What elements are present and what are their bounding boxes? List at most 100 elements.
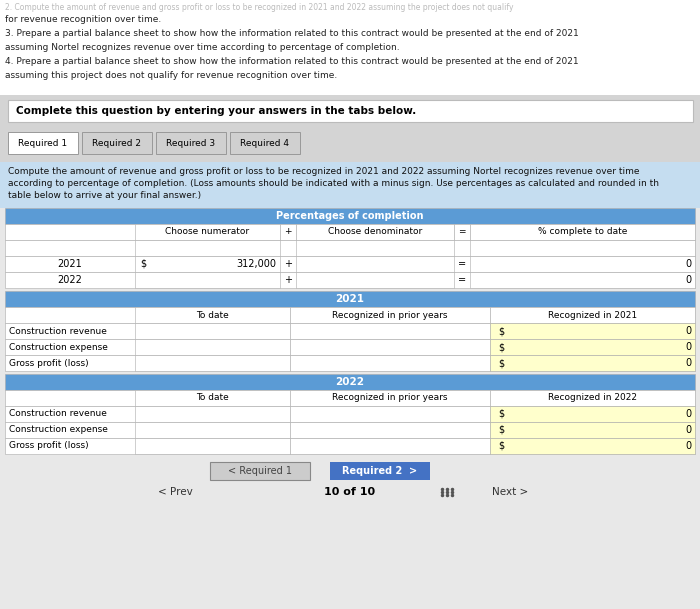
Bar [490,307,695,323]
Bar [490,355,695,371]
Bar [5,374,695,390]
Text: Recognized in 2022: Recognized in 2022 [548,393,637,403]
Text: Gross profit (loss): Gross profit (loss) [9,359,89,367]
Bar [0,95,700,128]
Bar [5,256,695,272]
Bar [296,224,454,240]
Bar [82,132,152,154]
Bar [5,323,695,339]
Text: 0: 0 [685,342,691,352]
Text: Required 3: Required 3 [167,138,216,147]
Bar [470,240,695,256]
Text: +: + [284,259,292,269]
Bar [5,339,695,355]
Bar [296,272,454,288]
Bar [290,438,490,454]
Bar [470,272,695,288]
Bar [5,272,695,288]
Bar [490,323,695,339]
Text: Required 2: Required 2 [92,138,141,147]
Bar [5,224,695,240]
Text: Choose denominator: Choose denominator [328,228,422,236]
Bar [8,100,693,122]
Bar [5,438,695,454]
Bar [5,240,695,256]
Bar [135,323,290,339]
Text: $: $ [140,259,146,269]
Text: Compute the amount of revenue and gross profit or loss to be recognized in 2021 : Compute the amount of revenue and gross … [8,167,640,177]
Text: 2021: 2021 [335,294,365,304]
Text: table below to arrive at your final answer.): table below to arrive at your final answ… [8,191,201,200]
Text: Construction expense: Construction expense [9,342,108,351]
Bar [135,422,290,438]
Bar [490,438,695,454]
Text: Recognized in 2021: Recognized in 2021 [548,311,637,320]
Text: assuming this project does not qualify for revenue recognition over time.: assuming this project does not qualify f… [5,71,337,80]
Text: =: = [458,259,466,269]
Bar [296,240,454,256]
Text: 0: 0 [685,326,691,336]
Text: Recognized in prior years: Recognized in prior years [332,393,448,403]
Bar [470,256,695,272]
Bar [135,224,280,240]
Bar [135,355,290,371]
Bar [290,323,490,339]
Bar [330,462,430,480]
Text: 312,000: 312,000 [236,259,276,269]
Bar [5,355,695,371]
Text: 3. Prepare a partial balance sheet to show how the information related to this c: 3. Prepare a partial balance sheet to sh… [5,29,579,38]
Text: $: $ [498,358,504,368]
Text: Complete this question by entering your answers in the tabs below.: Complete this question by entering your … [16,106,416,116]
Text: $: $ [498,342,504,352]
Bar [5,208,695,224]
Text: Percentages of completion: Percentages of completion [276,211,424,221]
Bar [5,422,695,438]
Bar [135,307,290,323]
Text: < Required 1: < Required 1 [228,466,292,476]
Bar [290,422,490,438]
Text: Gross profit (loss): Gross profit (loss) [9,442,89,451]
Bar [135,256,280,272]
Text: 0: 0 [685,358,691,368]
Text: Construction revenue: Construction revenue [9,326,107,336]
Text: % complete to date: % complete to date [538,228,627,236]
Text: 2. Compute the amount of revenue and gross profit or loss to be recognized in 20: 2. Compute the amount of revenue and gro… [5,4,514,13]
Text: +: + [284,275,292,285]
Bar [490,422,695,438]
Text: Required 4: Required 4 [241,138,290,147]
Bar [290,406,490,422]
Bar [290,339,490,355]
Bar [8,132,78,154]
Text: Recognized in prior years: Recognized in prior years [332,311,448,320]
Bar [290,355,490,371]
Text: for revenue recognition over time.: for revenue recognition over time. [5,15,161,24]
Bar [210,462,310,480]
Bar [280,224,296,240]
Text: Construction revenue: Construction revenue [9,409,107,418]
Text: To date: To date [196,393,229,403]
Text: 0: 0 [685,275,691,285]
Text: 10 of 10: 10 of 10 [324,487,376,497]
Bar [454,224,470,240]
Bar [490,339,695,355]
Bar [135,240,280,256]
Text: Next >: Next > [492,487,528,497]
Text: To date: To date [196,311,229,320]
Bar [5,291,695,307]
Text: $: $ [498,425,504,435]
Bar [135,406,290,422]
Bar [490,390,695,406]
Bar [156,132,226,154]
Text: according to percentage of completion. (Loss amounts should be indicated with a : according to percentage of completion. (… [8,180,659,189]
Text: assuming Nortel recognizes revenue over time according to percentage of completi: assuming Nortel recognizes revenue over … [5,43,400,52]
Text: 4. Prepare a partial balance sheet to show how the information related to this c: 4. Prepare a partial balance sheet to sh… [5,57,579,66]
Text: 2021: 2021 [57,259,83,269]
Bar [290,307,490,323]
Text: =: = [458,228,466,236]
Text: =: = [458,275,466,285]
Bar [5,390,695,406]
Text: 0: 0 [685,409,691,419]
Bar [5,406,695,422]
Bar [135,438,290,454]
Text: $: $ [498,409,504,419]
